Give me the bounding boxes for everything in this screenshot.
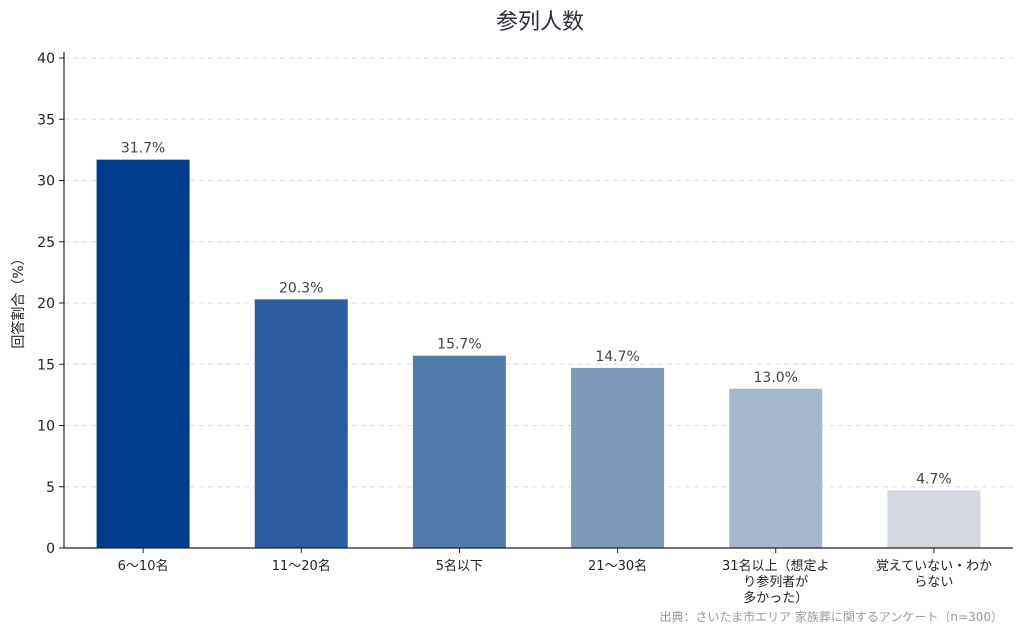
x-category-label: らない bbox=[914, 575, 953, 590]
y-tick-label: 10 bbox=[37, 419, 55, 435]
data-label: 31.7% bbox=[121, 141, 165, 157]
x-category-label: 21〜30名 bbox=[588, 558, 647, 574]
bar bbox=[729, 388, 823, 548]
source-note: 出典：さいたま市エリア 家族葬に関するアンケート（n=300） bbox=[659, 609, 1003, 624]
x-category-label: 6〜10名 bbox=[118, 558, 169, 574]
y-tick-label: 20 bbox=[37, 296, 55, 312]
x-category-label: 多かった） bbox=[743, 590, 808, 606]
data-label: 20.3% bbox=[279, 280, 323, 296]
x-axis-categories: 6〜10名 11〜20名 5名以下 21〜30名 31名以上（想定より参列者が多かった）… bbox=[118, 548, 992, 606]
x-category-label: り参列者が bbox=[743, 574, 808, 590]
grid-lines bbox=[64, 57, 1013, 488]
data-label: 4.7% bbox=[916, 471, 952, 487]
chart-title: 参列人数 bbox=[496, 10, 584, 35]
y-tick-label: 40 bbox=[37, 51, 55, 67]
data-labels: 31.7% 20.3% 15.7% 14.7% 13.0% 4.7% bbox=[121, 141, 952, 488]
bar bbox=[887, 490, 981, 548]
bar bbox=[254, 299, 348, 548]
y-tick-label: 25 bbox=[37, 235, 55, 251]
y-tick-label: 15 bbox=[37, 357, 55, 373]
bar bbox=[571, 367, 665, 548]
x-category-label: 31名以上（想定よ bbox=[722, 558, 830, 574]
y-axis-label: 回答割合（%） bbox=[10, 251, 27, 348]
data-label: 13.0% bbox=[754, 370, 798, 386]
bars bbox=[96, 159, 981, 549]
data-label: 14.7% bbox=[595, 349, 639, 365]
x-category-label: 5名以下 bbox=[436, 558, 483, 574]
y-tick-label: 5 bbox=[46, 480, 55, 496]
y-tick-label: 30 bbox=[37, 174, 55, 190]
bar bbox=[412, 355, 506, 548]
x-category-label: 11〜20名 bbox=[272, 558, 331, 574]
x-category-label: 覚えていない・わか bbox=[876, 559, 992, 574]
y-tick-label: 0 bbox=[46, 541, 55, 557]
y-axis-ticks: 0 5 10 15 20 25 30 35 40 bbox=[37, 51, 64, 557]
bar bbox=[96, 159, 190, 549]
data-label: 15.7% bbox=[437, 337, 481, 353]
y-tick-label: 35 bbox=[37, 112, 55, 128]
